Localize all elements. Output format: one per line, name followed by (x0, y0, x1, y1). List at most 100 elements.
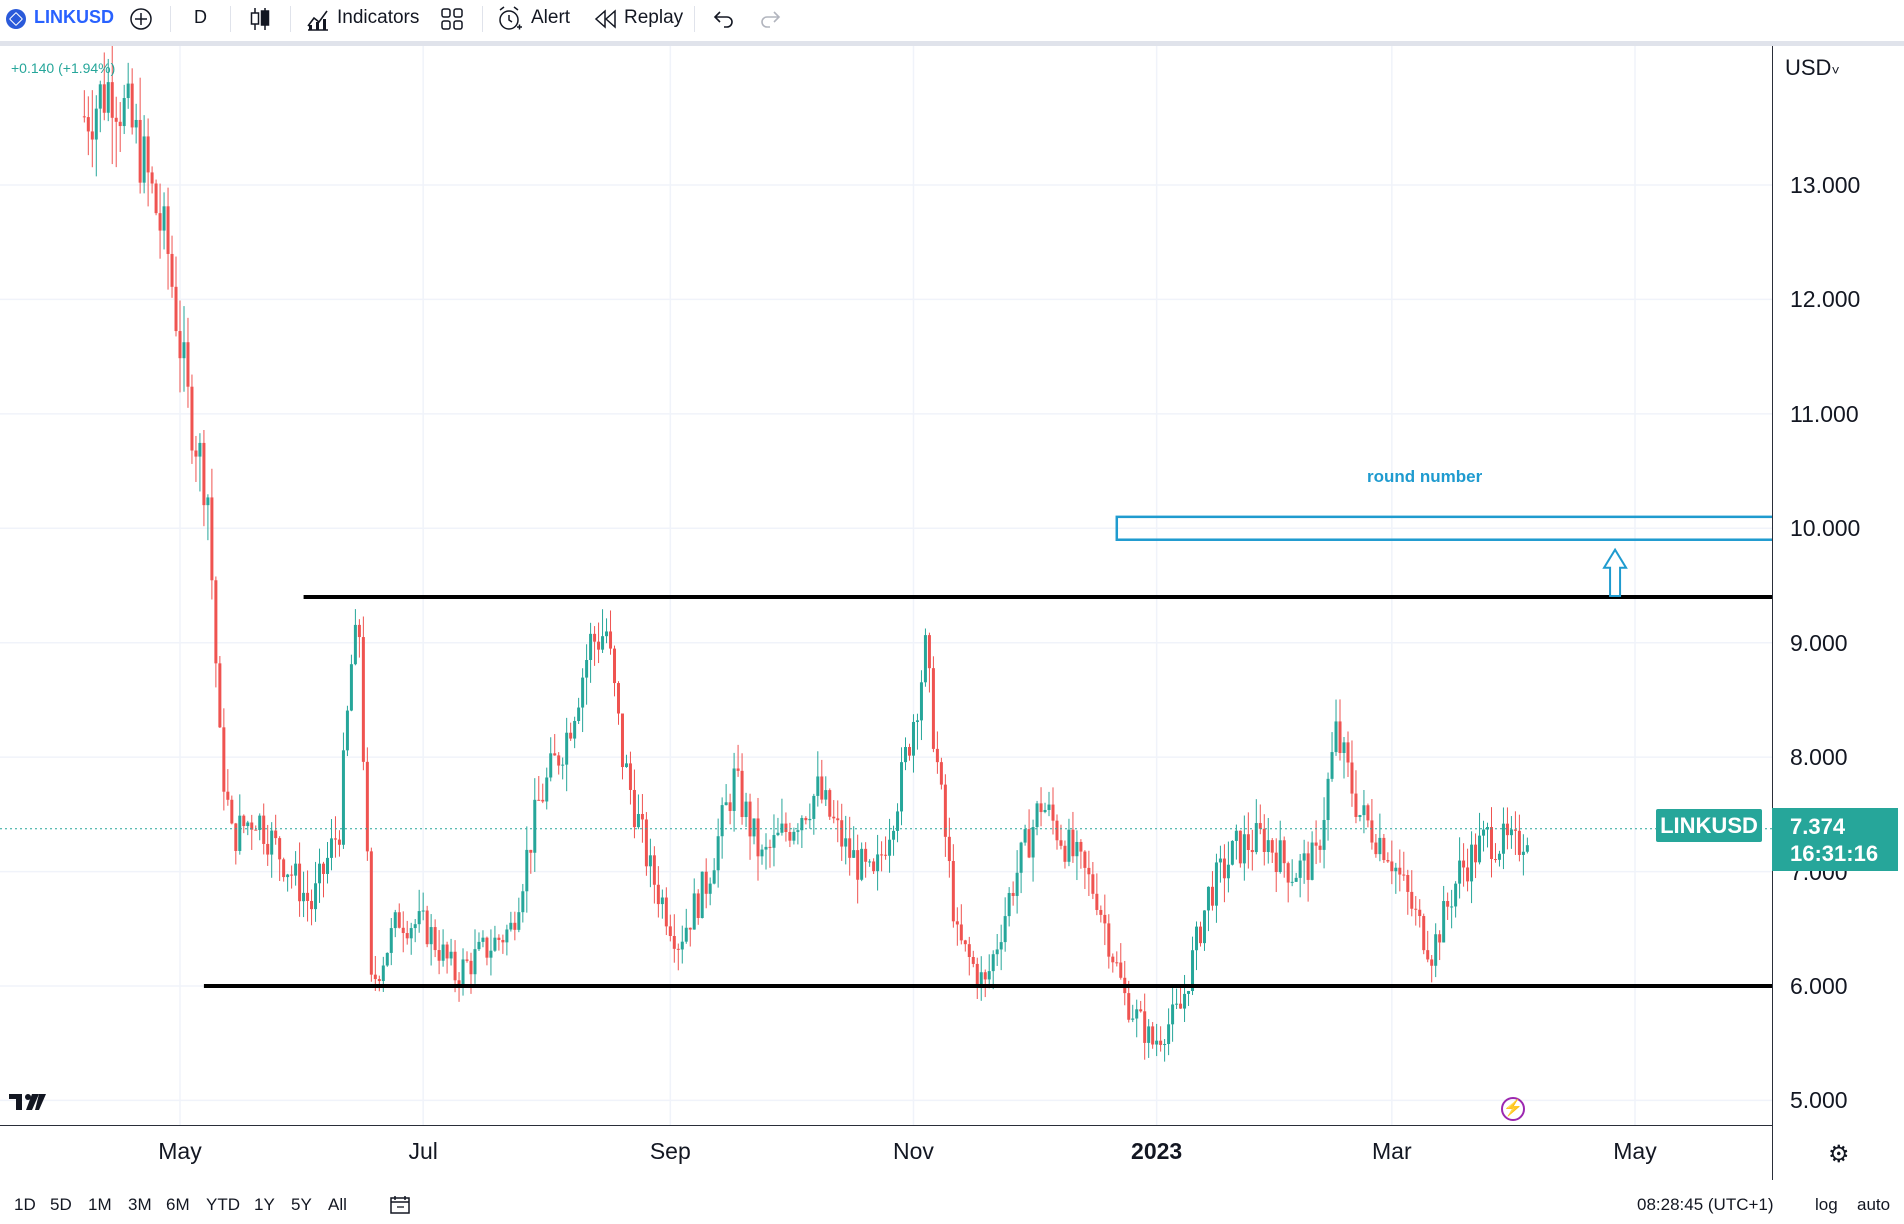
price-tick-label: 5.000 (1790, 1087, 1848, 1114)
bar-countdown: 16:31:16 (1790, 841, 1879, 866)
price-tick-label: 9.000 (1790, 629, 1848, 656)
candle-down (927, 635, 931, 669)
time-tick-label: Sep (649, 1138, 691, 1164)
candle-down (664, 897, 668, 927)
undo-icon[interactable] (712, 8, 736, 30)
candle-up (1067, 829, 1071, 862)
candle-down (82, 116, 86, 118)
indicators-button[interactable]: Indicators (337, 7, 420, 28)
candle-up (760, 849, 764, 857)
candle-style-icon[interactable] (248, 5, 272, 33)
alert-button[interactable]: Alert (531, 7, 571, 28)
candle-up (692, 893, 696, 930)
range-button-1d[interactable]: 1D (14, 1195, 36, 1214)
tradingview-logo-icon[interactable] (8, 1090, 48, 1112)
candle-down (943, 784, 947, 837)
price-tick-label: 11.000 (1790, 400, 1859, 427)
range-button-3m[interactable]: 3M (128, 1195, 152, 1214)
indicators-icon[interactable] (305, 6, 331, 32)
candle-down (1091, 874, 1095, 894)
candle-down (1039, 803, 1043, 813)
chainlink-logo-icon (6, 9, 26, 29)
log-scale-button[interactable]: log (1815, 1195, 1838, 1214)
candle-up (772, 835, 776, 848)
candle-down (1370, 820, 1374, 843)
candle-down (1079, 841, 1083, 852)
price-chart[interactable] (0, 46, 1772, 1125)
candle-down (569, 732, 573, 739)
replay-rewind-icon[interactable] (594, 8, 618, 30)
auto-scale-button[interactable]: auto (1857, 1195, 1891, 1214)
candle-down (947, 836, 951, 862)
candle-up (605, 631, 609, 637)
candle-down (1366, 805, 1370, 821)
candle-up (198, 442, 202, 457)
candle-up (585, 659, 589, 678)
round-number-annotation[interactable]: round number (1367, 467, 1483, 486)
compare-symbol-plus-icon[interactable] (129, 7, 153, 31)
range-button-ytd[interactable]: YTD (206, 1195, 240, 1214)
candle-down (872, 861, 876, 872)
redo-icon[interactable] (758, 8, 782, 30)
candle-up (1322, 820, 1326, 850)
candle-up (238, 815, 242, 851)
candle-down (848, 838, 852, 858)
candle-down (1143, 1011, 1147, 1043)
replay-button[interactable]: Replay (624, 7, 684, 28)
time-tick-label: 2023 (1131, 1138, 1183, 1164)
price-change-readout: +0.140 (+1.94%) (11, 60, 116, 76)
up-arrow-icon (1602, 547, 1628, 597)
candle-down (820, 776, 824, 800)
candle-up (517, 912, 521, 930)
gear-icon[interactable]: ⚙ (1828, 1141, 1850, 1168)
candle-down (1410, 891, 1414, 909)
candle-down (1474, 844, 1478, 863)
candle-up (314, 883, 318, 910)
range-button-1y[interactable]: 1Y (254, 1195, 275, 1214)
candle-down (333, 838, 337, 840)
currency-selector[interactable]: USD˅ (1785, 55, 1840, 81)
clock-timezone[interactable]: 08:28:45 (UTC+1) (1637, 1195, 1774, 1214)
candle-down (445, 944, 449, 959)
candle-up (896, 811, 900, 831)
candle-up (1358, 815, 1362, 817)
candle-up (1218, 858, 1222, 863)
candle-down (1505, 823, 1509, 836)
price-tick-label: 8.000 (1790, 744, 1848, 771)
candle-up (441, 944, 445, 961)
candle-down (1274, 852, 1278, 872)
range-button-all[interactable]: All (328, 1195, 347, 1214)
candle-down (501, 939, 505, 943)
candle-up (477, 941, 481, 950)
candle-down (688, 927, 692, 930)
candle-down (1179, 1003, 1183, 1009)
candle-down (632, 789, 636, 828)
candle-up (1302, 853, 1306, 861)
candle-up (1206, 886, 1210, 911)
candle-down (262, 815, 266, 844)
candle-down (1282, 840, 1286, 864)
candle-up (1047, 804, 1051, 810)
candle-up (206, 497, 210, 506)
go-to-date-calendar-icon[interactable] (389, 1194, 411, 1216)
candle-up (1226, 864, 1230, 879)
layouts-grid-icon[interactable] (440, 7, 464, 31)
candle-down (1258, 823, 1262, 829)
candle-down (1051, 804, 1055, 821)
lightning-event-icon[interactable]: ⚡ (1501, 1097, 1525, 1121)
candle-down (250, 822, 254, 830)
interval-button[interactable]: D (194, 7, 207, 27)
range-button-5y[interactable]: 5Y (291, 1195, 312, 1214)
candle-up (1478, 835, 1482, 863)
candle-up (1298, 860, 1302, 878)
range-button-5d[interactable]: 5D (50, 1195, 72, 1214)
candle-up (900, 762, 904, 812)
alarm-clock-icon[interactable] (497, 5, 523, 33)
candle-down (1386, 860, 1390, 862)
candle-down (170, 253, 174, 287)
range-button-6m[interactable]: 6M (166, 1195, 190, 1214)
candle-down (616, 683, 620, 714)
candle-down (880, 854, 884, 856)
symbol-search-button[interactable]: LINKUSD (34, 7, 114, 27)
range-button-1m[interactable]: 1M (88, 1195, 112, 1214)
